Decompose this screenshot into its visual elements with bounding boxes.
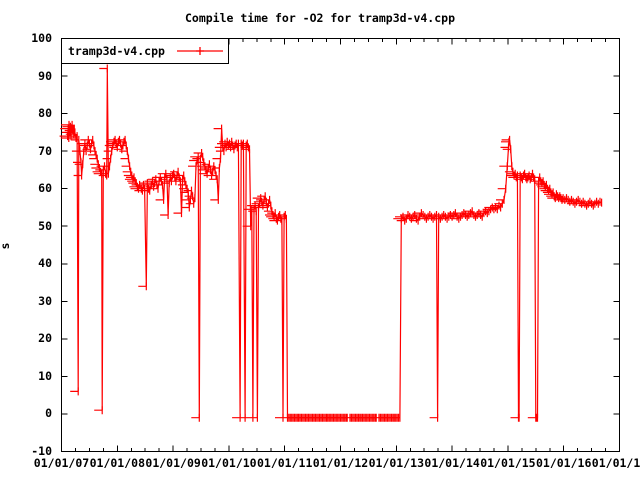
x-tick-label: 01/01/12	[312, 456, 369, 470]
x-tick-label: 01/01/08	[89, 456, 145, 470]
y-tick-label: 40	[38, 256, 52, 271]
series-plus-markers	[59, 64, 348, 422]
x-tick-label: 01/01/11	[256, 456, 313, 470]
series-line	[67, 68, 348, 419]
y-tick-label: 0	[45, 406, 52, 421]
x-tick-label: 01/01/14	[424, 456, 480, 470]
y-tick-label: 10	[38, 368, 52, 383]
y-tick-label: 70	[38, 143, 52, 158]
x-tick-label: 01/01/09	[145, 456, 201, 470]
data-series	[59, 64, 603, 422]
x-tick-label: 01/01/07	[33, 456, 90, 470]
x-tick-label: 01/01/15	[480, 456, 536, 470]
axis-ticks-and-border	[61, 38, 620, 452]
axis-frame	[61, 38, 620, 452]
y-tick-label: 90	[38, 68, 52, 83]
x-tick-label: 01/01/17	[591, 456, 640, 470]
series-plus-markers	[371, 135, 603, 422]
legend: tramp3d-v4.cpp	[61, 38, 229, 64]
x-tick-label: 01/01/10	[201, 456, 257, 470]
x-tick-label: 01/01/16	[535, 456, 592, 470]
y-tick-label: 30	[38, 293, 52, 308]
y-tick-label: 100	[31, 31, 52, 45]
chart-title: Compile time for -O2 for tramp3d-v4.cpp	[184, 11, 456, 25]
legend-series-label: tramp3d-v4.cpp	[68, 44, 165, 58]
series-line	[379, 139, 602, 419]
y-tick-label: 60	[38, 181, 52, 196]
y-tick-label: 20	[38, 331, 52, 346]
y-tick-label: -10	[31, 444, 52, 458]
y-tick-label: 50	[38, 218, 52, 233]
y-tick-label: 80	[38, 106, 52, 121]
x-tick-label: 01/01/13	[368, 456, 424, 470]
legend-line-sample-icon	[176, 47, 223, 55]
